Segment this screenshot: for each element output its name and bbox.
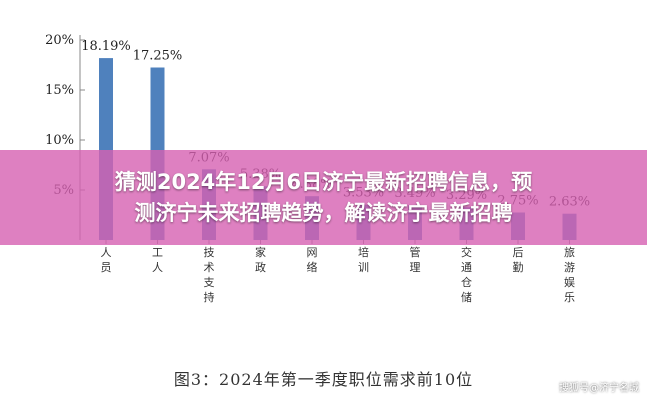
chart-caption: 图3：2024年第一季度职位需求前10位 <box>173 370 474 389</box>
y-tick-label: 15% <box>45 83 74 98</box>
watermark: 搜狐号@济宁名城 <box>559 383 639 394</box>
y-tick-label: 10% <box>45 133 74 148</box>
category-label: 家政 <box>255 245 266 274</box>
category-label: 交通仓储 <box>461 245 472 304</box>
bar-value-label: 18.19% <box>81 39 131 54</box>
bar-value-label: 17.25% <box>133 49 183 64</box>
banner-title-line-2: 测济宁未来招聘趋势，解读济宁最新招聘 <box>134 200 513 225</box>
category-label: 旅游娱乐 <box>564 245 575 304</box>
y-tick-label: 20% <box>45 33 74 48</box>
category-label: 人员 <box>101 246 112 274</box>
category-label: 培训 <box>358 245 369 274</box>
category-label: 后勤 <box>513 246 524 274</box>
category-label: 技术支持 <box>204 246 215 304</box>
category-label: 工人 <box>152 246 163 274</box>
category-label: 管理 <box>410 245 421 274</box>
banner-title-line-1: 猜测2024年12月6日济宁最新招聘信息，预 <box>114 169 533 194</box>
title-banner: 猜测2024年12月6日济宁最新招聘信息，预 测济宁未来招聘趋势，解读济宁最新招… <box>0 150 647 245</box>
category-label: 网络 <box>307 246 318 274</box>
